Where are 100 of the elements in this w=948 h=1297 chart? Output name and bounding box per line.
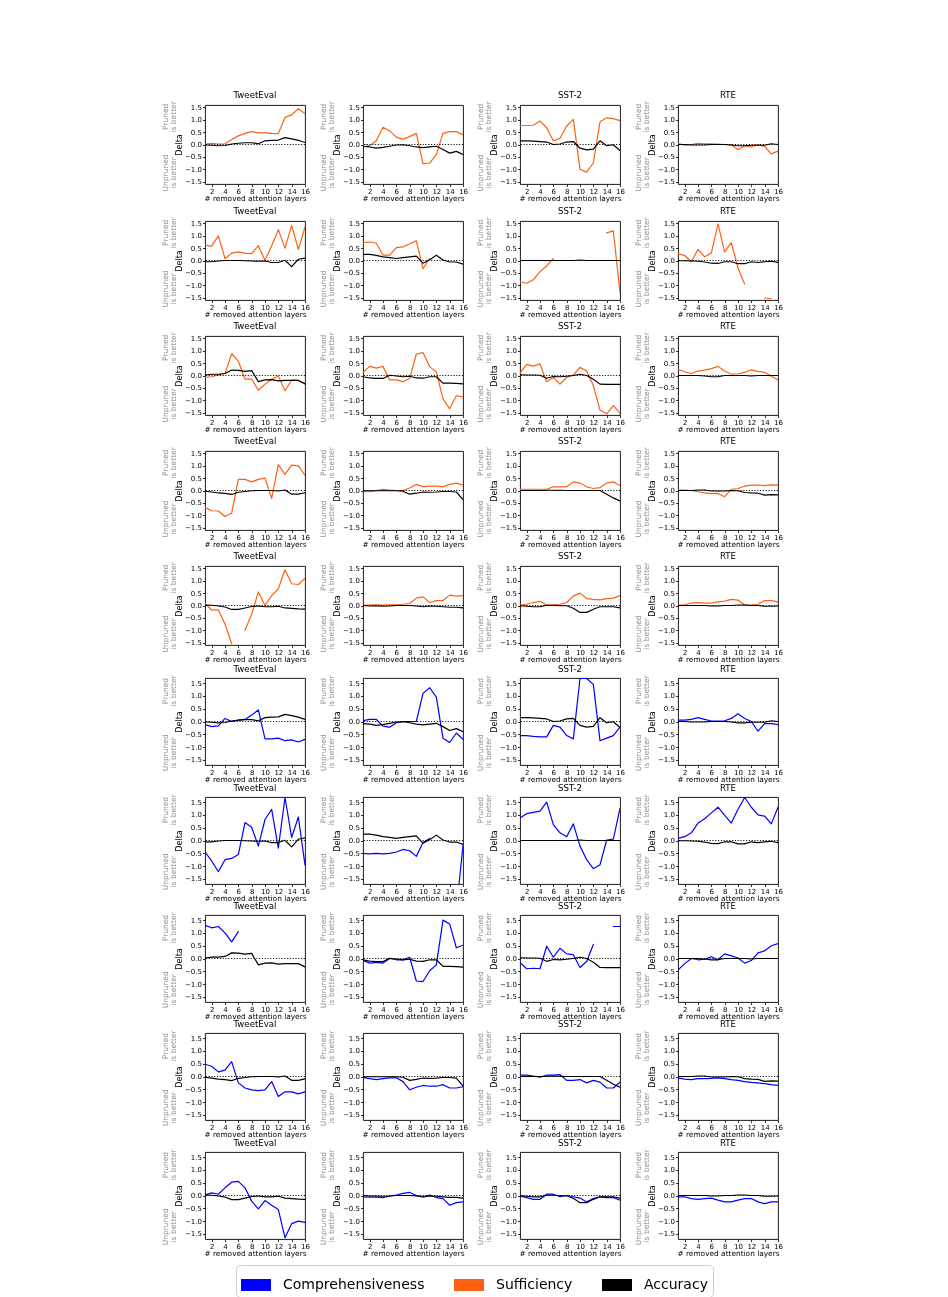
chart-title: RTE bbox=[719, 1018, 737, 1029]
y-axis-title: Delta bbox=[490, 250, 499, 272]
chart-title: TweetEval bbox=[232, 663, 277, 674]
y-axis-title: Delta bbox=[333, 1066, 342, 1088]
chart-title: RTE bbox=[719, 900, 737, 911]
y-axis-title: Delta bbox=[490, 365, 499, 387]
chart-title: TweetEval bbox=[232, 435, 277, 446]
line-series bbox=[520, 801, 620, 870]
line-series bbox=[205, 1180, 305, 1239]
line-series bbox=[363, 240, 431, 270]
y-axis-title: Delta bbox=[333, 1185, 342, 1207]
chart-title: RTE bbox=[719, 435, 737, 446]
line-series bbox=[363, 687, 463, 744]
y-axis-title: Delta bbox=[175, 830, 184, 852]
chart-title: TweetEval bbox=[232, 1018, 277, 1029]
y-axis-title: Delta bbox=[648, 711, 657, 733]
y-axis-title: Delta bbox=[490, 1185, 499, 1207]
chart-title: RTE bbox=[719, 1137, 737, 1148]
chart-title: TweetEval bbox=[232, 320, 277, 331]
line-series bbox=[363, 1076, 463, 1091]
y-axis-title: Delta bbox=[333, 830, 342, 852]
chart-title: SST-2 bbox=[558, 320, 582, 331]
y-axis-title: Delta bbox=[333, 480, 342, 502]
line-series bbox=[363, 482, 463, 493]
line-series bbox=[678, 797, 778, 840]
y-axis-title: Delta bbox=[333, 365, 342, 387]
y-axis-title: Delta bbox=[175, 365, 184, 387]
line-series bbox=[205, 797, 305, 873]
chart-title: TweetEval bbox=[232, 900, 277, 911]
y-axis-title: Delta bbox=[490, 1066, 499, 1088]
chart-title: SST-2 bbox=[558, 663, 582, 674]
chart-title: RTE bbox=[719, 550, 737, 561]
y-axis-title: Delta bbox=[175, 134, 184, 156]
y-axis-title: Delta bbox=[175, 1066, 184, 1088]
y-axis-title: Delta bbox=[648, 365, 657, 387]
y-axis-title: Delta bbox=[648, 250, 657, 272]
chart-title: SST-2 bbox=[558, 1137, 582, 1148]
chart-title: SST-2 bbox=[558, 205, 582, 216]
chart-title: TweetEval bbox=[232, 550, 277, 561]
legend-label: Comprehensiveness bbox=[282, 1276, 424, 1292]
y-axis-title: Delta bbox=[333, 948, 342, 970]
chart-title: TweetEval bbox=[232, 1137, 277, 1148]
chart-title: RTE bbox=[719, 205, 737, 216]
y-axis-title: Delta bbox=[648, 595, 657, 617]
y-axis-title: Delta bbox=[648, 830, 657, 852]
line-series bbox=[205, 224, 305, 262]
line-series bbox=[363, 351, 463, 410]
chart-title: RTE bbox=[719, 782, 737, 793]
y-axis-title: Delta bbox=[490, 134, 499, 156]
y-axis-title: Delta bbox=[175, 480, 184, 502]
line-series bbox=[678, 1077, 778, 1087]
line-series bbox=[678, 142, 778, 155]
line-series bbox=[678, 713, 778, 732]
chart-title: SST-2 bbox=[558, 782, 582, 793]
y-axis-title: Delta bbox=[175, 711, 184, 733]
y-axis-title: Delta bbox=[648, 1185, 657, 1207]
line-series bbox=[363, 594, 463, 606]
y-axis-title: Delta bbox=[333, 250, 342, 272]
y-axis-title: Delta bbox=[490, 595, 499, 617]
y-axis-title: Delta bbox=[333, 134, 342, 156]
line-series bbox=[520, 592, 620, 606]
line-series bbox=[205, 924, 239, 943]
chart-title: TweetEval bbox=[232, 782, 277, 793]
chart-title: TweetEval bbox=[232, 205, 277, 216]
y-axis-title: Delta bbox=[175, 250, 184, 272]
chart-title: SST-2 bbox=[558, 1018, 582, 1029]
chart-title: RTE bbox=[719, 320, 737, 331]
y-axis-title: Delta bbox=[333, 595, 342, 617]
line-series bbox=[520, 678, 620, 742]
y-axis-title: Delta bbox=[175, 1185, 184, 1207]
line-series bbox=[205, 463, 305, 518]
line-series bbox=[520, 117, 620, 173]
line-series bbox=[363, 1191, 463, 1206]
line-series bbox=[205, 353, 305, 392]
chart-title: SST-2 bbox=[558, 435, 582, 446]
y-axis-title: Delta bbox=[490, 948, 499, 970]
line-series bbox=[520, 363, 620, 415]
line-series bbox=[678, 1196, 778, 1205]
y-axis-title: Delta bbox=[333, 711, 342, 733]
y-axis-title: Delta bbox=[175, 595, 184, 617]
line-series bbox=[205, 108, 305, 145]
y-axis-title: Delta bbox=[175, 948, 184, 970]
line-series bbox=[678, 484, 778, 498]
line-series bbox=[363, 126, 463, 165]
y-axis-title: Delta bbox=[490, 480, 499, 502]
line-series bbox=[678, 365, 778, 381]
y-axis-title: Delta bbox=[648, 948, 657, 970]
chart-title: SST-2 bbox=[558, 89, 582, 100]
y-axis-title: Delta bbox=[648, 480, 657, 502]
line-series bbox=[678, 943, 778, 971]
chart-title: TweetEval bbox=[232, 89, 277, 100]
line-series bbox=[363, 919, 463, 983]
legend-label: Sufficiency bbox=[495, 1276, 572, 1292]
y-axis-title: Delta bbox=[648, 1066, 657, 1088]
chart-title: RTE bbox=[719, 663, 737, 674]
y-axis-title: Delta bbox=[490, 711, 499, 733]
y-axis-title: Delta bbox=[648, 134, 657, 156]
line-series bbox=[205, 709, 305, 743]
chart-title: SST-2 bbox=[558, 900, 582, 911]
line-series bbox=[205, 1061, 305, 1098]
